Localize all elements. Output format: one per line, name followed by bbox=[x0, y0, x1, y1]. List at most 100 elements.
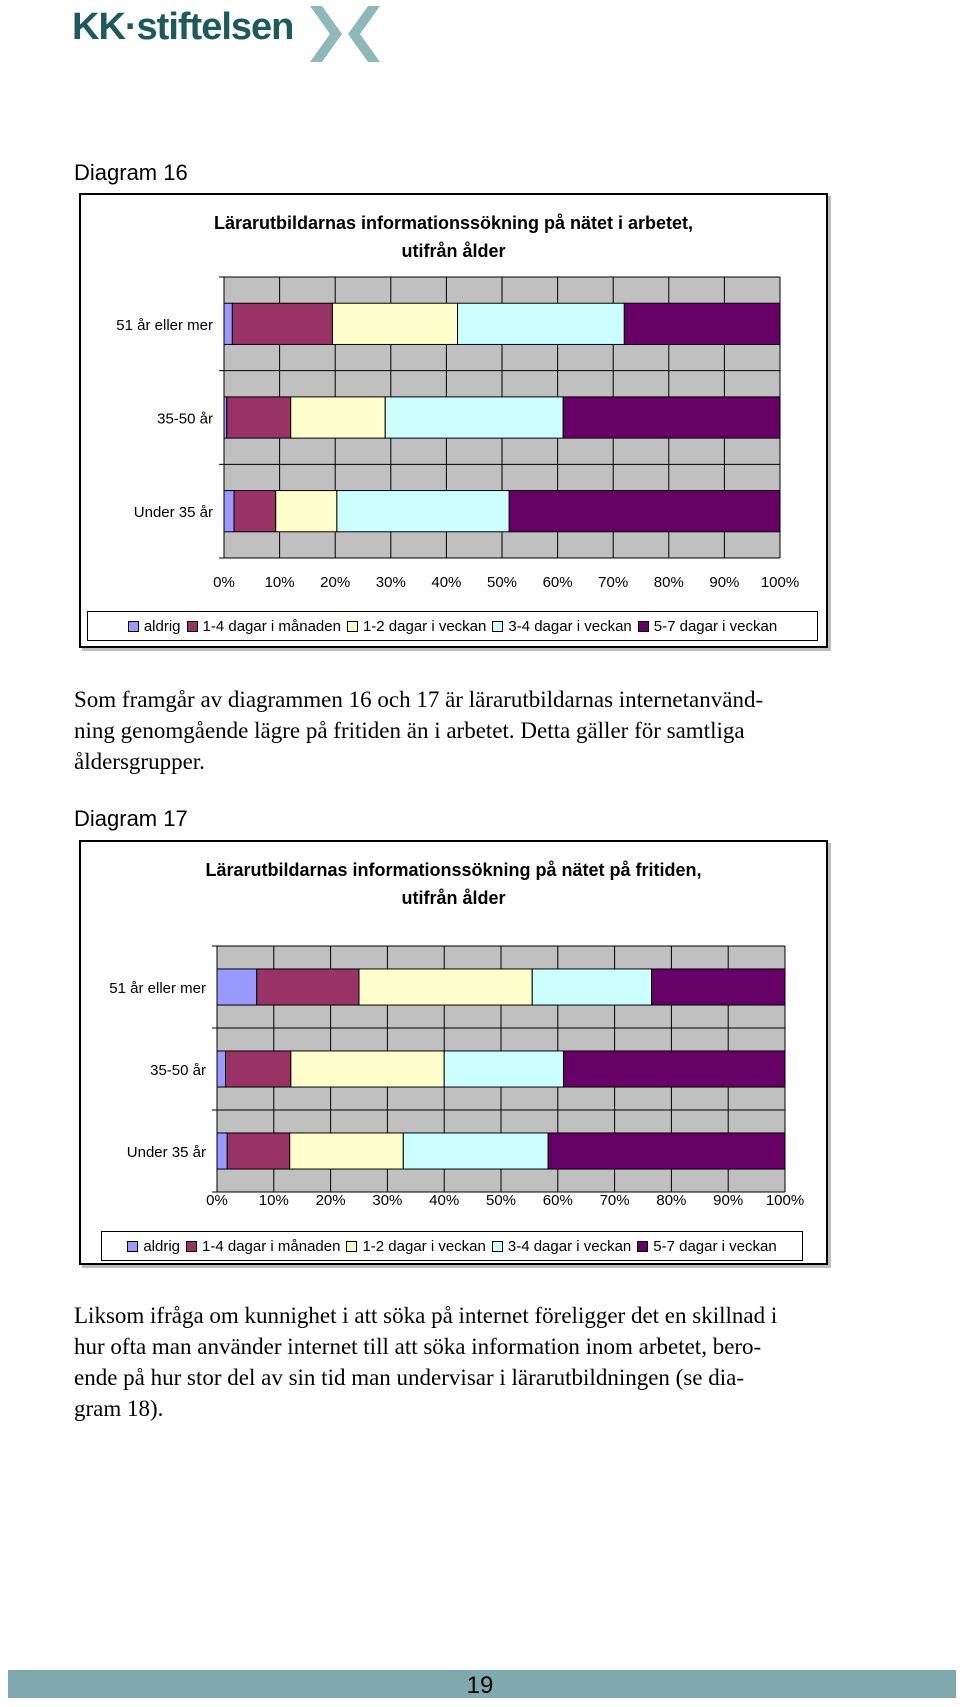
legend-item: aldrig bbox=[127, 1238, 180, 1255]
legend-label: 3-4 dagar i veckan bbox=[507, 1237, 632, 1255]
x-tick-label: 20% bbox=[320, 574, 350, 591]
chart-16: Lärarutbildarnas informationssökning på … bbox=[79, 193, 828, 648]
legend-label: 1-4 dagar i månaden bbox=[202, 617, 341, 635]
bar-segment bbox=[226, 396, 292, 439]
x-tick-label: 50% bbox=[486, 1192, 516, 1209]
x-tick-label: 70% bbox=[598, 574, 628, 591]
category-label: 35-50 år bbox=[157, 411, 213, 428]
chart16-legend: aldrig 1-4 dagar i månaden 1-2 dagar i vec… bbox=[87, 611, 818, 641]
x-tick-label: 20% bbox=[316, 1192, 346, 1209]
category-label: Under 35 år bbox=[127, 1144, 206, 1161]
legend-item: 1-2 dagar i veckan bbox=[346, 1237, 486, 1255]
chart16-title-line1: Lärarutbildarnas informationssökning på … bbox=[213, 213, 694, 233]
bar-segment bbox=[216, 1050, 227, 1088]
x-tick-label: 60% bbox=[543, 1192, 573, 1209]
legend-swatch bbox=[186, 1240, 198, 1252]
x-tick-label: 0% bbox=[213, 574, 235, 591]
paragraph-1-line: åldersgrupper. bbox=[74, 749, 205, 774]
legend-swatch bbox=[491, 1240, 503, 1252]
paragraph-2: Liksom ifråga om kunnighet i att söka på… bbox=[74, 1300, 904, 1424]
legend-item: aldrig bbox=[127, 617, 181, 635]
chart16-title: Lärarutbildarnas informationssökning på … bbox=[81, 209, 826, 265]
chart17-title-line2: utifrån ålder bbox=[401, 888, 506, 908]
legend-swatch bbox=[637, 1240, 649, 1252]
category-label: 35-50 år bbox=[150, 1062, 206, 1079]
chart17-title: Lärarutbildarnas informationssökning på … bbox=[81, 856, 826, 912]
paragraph-1-line: ning genomgående lägre på fritiden än i … bbox=[74, 718, 745, 743]
legend-item: 3-4 dagar i veckan bbox=[492, 617, 632, 635]
chart17-legend: aldrig 1-4 dagar i månaden 1-2 dagar i vec… bbox=[101, 1231, 803, 1261]
legend-label: 1-2 dagar i veckan bbox=[362, 1237, 486, 1255]
x-tick-label: 60% bbox=[543, 574, 573, 591]
legend-label: aldrig bbox=[143, 1237, 181, 1255]
legend-swatch bbox=[127, 1240, 139, 1252]
paragraph-2-line: hur ofta man använder internet till att … bbox=[74, 1334, 762, 1359]
category-label: 51 år eller mer bbox=[109, 980, 206, 997]
bar-segment bbox=[331, 302, 459, 345]
legend-item: 3-4 dagar i veckan bbox=[491, 1237, 632, 1255]
logo: KK·stiftelsen bbox=[72, 0, 402, 68]
x-tick-label: 40% bbox=[429, 1192, 459, 1209]
bar-segment bbox=[457, 302, 625, 345]
x-tick-label: 40% bbox=[431, 574, 461, 591]
diagram17-label: Diagram 17 bbox=[74, 806, 188, 831]
x-tick-label: 80% bbox=[654, 574, 684, 591]
chart-17: Lärarutbildarnas informationssökning på … bbox=[79, 840, 828, 1265]
legend-swatch bbox=[127, 620, 139, 632]
bar-segment bbox=[562, 396, 781, 439]
x-tick-label: 10% bbox=[265, 574, 295, 591]
bar-segment bbox=[336, 490, 510, 533]
bar-segment bbox=[531, 968, 653, 1006]
logo-text: KK·stiftelsen bbox=[72, 6, 294, 48]
bar-segment bbox=[223, 490, 235, 533]
legend-item: 1-4 dagar i månaden bbox=[186, 617, 341, 635]
logo-chevron-icon bbox=[310, 6, 380, 62]
bar-segment bbox=[226, 1132, 291, 1170]
paragraph-2-line: gram 18). bbox=[74, 1396, 164, 1421]
legend-label: 3-4 dagar i veckan bbox=[508, 617, 632, 635]
legend-label: 1-2 dagar i veckan bbox=[362, 617, 487, 635]
legend-label: 5-7 dagar i veckan bbox=[653, 617, 778, 635]
legend-item: 5-7 dagar i veckan bbox=[637, 1237, 777, 1255]
chart16-plot: 51 år eller mer 35-50 år Under 35 år 0% 10% 2… bbox=[116, 276, 799, 591]
footer-bar bbox=[8, 1670, 956, 1698]
bar-segment bbox=[233, 490, 277, 533]
legend-item: 1-4 dagar i månaden bbox=[186, 1238, 340, 1255]
x-tick-label: 80% bbox=[656, 1192, 686, 1209]
bar-segment bbox=[623, 302, 781, 345]
legend-swatch bbox=[637, 620, 649, 632]
x-tick-label: 10% bbox=[259, 1192, 289, 1209]
legend-swatch bbox=[346, 1240, 358, 1252]
bar-segment bbox=[225, 1050, 292, 1088]
paragraph-1: Som framgår av diagrammen 16 och 17 är l… bbox=[74, 684, 904, 777]
bar-segment bbox=[223, 302, 233, 345]
bar-segment bbox=[275, 490, 338, 533]
chart16-title-line2: utifrån ålder bbox=[401, 241, 506, 261]
x-tick-label: 50% bbox=[487, 574, 517, 591]
bar-segment bbox=[289, 1132, 404, 1170]
legend-swatch bbox=[186, 620, 198, 632]
bar-segment bbox=[651, 968, 786, 1006]
bar-segment bbox=[562, 1050, 786, 1088]
bar-segment bbox=[402, 1132, 549, 1170]
x-tick-label: 30% bbox=[376, 574, 406, 591]
x-tick-label: 100% bbox=[766, 1192, 804, 1209]
legend-label: 5-7 dagar i veckan bbox=[653, 1237, 777, 1255]
bar-segment bbox=[290, 1050, 445, 1088]
bar-segment bbox=[508, 490, 781, 533]
diagram16-label: Diagram 16 bbox=[74, 160, 188, 185]
legend-item: 1-2 dagar i veckan bbox=[346, 617, 487, 635]
bar-segment bbox=[547, 1132, 786, 1170]
paragraph-1-line: Som framgår av diagrammen 16 och 17 är l… bbox=[74, 687, 764, 712]
page-number: 19 bbox=[466, 1672, 494, 1699]
paragraph-2-line: ende på hur stor del av sin tid man unde… bbox=[74, 1365, 744, 1390]
x-tick-label: 90% bbox=[709, 574, 739, 591]
bar-segment bbox=[216, 968, 258, 1006]
legend-label: 1-4 dagar i månaden bbox=[202, 1237, 341, 1255]
category-label: 51 år eller mer bbox=[116, 317, 213, 334]
bar-segment bbox=[231, 302, 333, 345]
bar-segment bbox=[443, 1050, 564, 1088]
legend-label: aldrig bbox=[143, 617, 181, 635]
x-tick-label: 100% bbox=[761, 574, 799, 591]
x-tick-label: 90% bbox=[713, 1192, 743, 1209]
